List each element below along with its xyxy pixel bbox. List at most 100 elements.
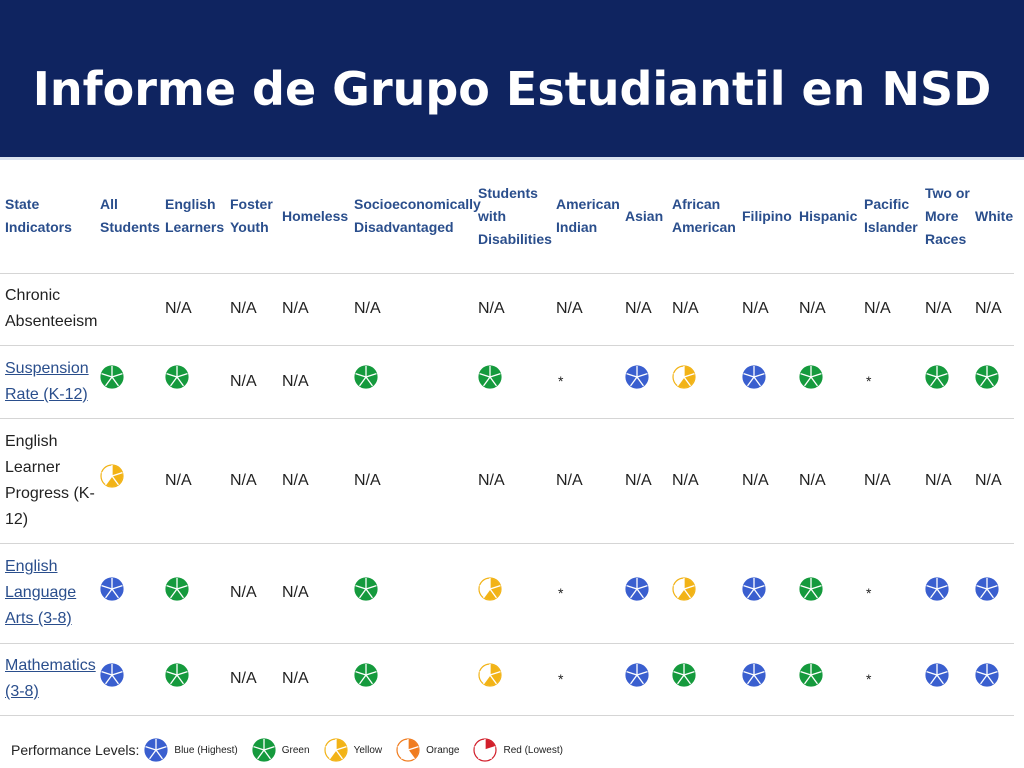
table-row: English Learner Progress (K-12) N/A N/A N/A…: [0, 418, 1014, 544]
table-cell: N/A: [277, 418, 349, 544]
blue-performance-icon: [100, 576, 124, 601]
green-performance-icon: [975, 365, 999, 389]
column-header: American Indian: [551, 160, 620, 274]
blue-performance-icon: [742, 576, 766, 601]
green-performance-icon: [799, 576, 823, 601]
na-value: N/A: [975, 300, 1002, 317]
green-performance-icon: [165, 576, 189, 601]
header-row: State Indicators All Students English Lear…: [0, 160, 1014, 274]
table-cell: N/A: [970, 418, 1014, 544]
table-cell: N/A: [794, 273, 859, 346]
table-cell: [95, 418, 160, 544]
indicator-link[interactable]: Suspension Rate (K-12): [5, 359, 89, 403]
table-cell: [970, 643, 1014, 716]
column-header: Foster Youth: [225, 160, 277, 274]
table-cell: N/A: [277, 273, 349, 346]
na-value: N/A: [742, 300, 769, 317]
table-cell: *: [551, 543, 620, 644]
blue-performance-icon: [625, 662, 649, 687]
column-header: Asian: [620, 160, 667, 274]
legend-item-label: Yellow: [353, 744, 383, 756]
column-header: Filipino: [737, 160, 794, 274]
green-performance-icon: [252, 738, 276, 762]
yellow-performance-icon: [478, 662, 502, 687]
legend-label: Performance Levels:: [11, 742, 140, 758]
row-label-cell: Chronic Absenteeism: [0, 273, 98, 346]
table-row: Suspension Rate (K-12) N/A N/A * *: [0, 345, 1014, 419]
blue-performance-icon: [742, 365, 766, 389]
na-value: N/A: [230, 670, 257, 687]
legend-item: Blue (Highest): [144, 738, 238, 762]
suppressed-marker: *: [866, 670, 872, 687]
green-performance-icon: [672, 662, 696, 687]
table-row: English Language Arts (3-8) N/A N/A * *: [0, 543, 1014, 644]
table-cell: N/A: [920, 273, 970, 346]
na-value: N/A: [354, 471, 381, 489]
table-cell: [794, 345, 859, 419]
blue-performance-icon: [925, 662, 949, 687]
table-cell: [620, 543, 667, 644]
legend-item: Red (Lowest): [473, 738, 563, 762]
table-cell: N/A: [737, 273, 794, 346]
orange-performance-icon: [396, 738, 420, 762]
blue-performance-icon: [100, 662, 124, 687]
table-cell: N/A: [551, 273, 620, 346]
table-cell: N/A: [349, 273, 473, 346]
table-cell: *: [859, 643, 920, 716]
indicator-link[interactable]: English Language Arts (3-8): [5, 558, 77, 627]
na-value: N/A: [282, 372, 309, 390]
table-cell: [160, 345, 225, 419]
indicator-label: English Learner Progress (K-12): [5, 432, 95, 528]
table-cell: *: [551, 345, 620, 419]
na-value: N/A: [282, 300, 309, 317]
table-cell: [620, 643, 667, 716]
table-cell: [473, 643, 551, 716]
blue-performance-icon: [925, 576, 949, 601]
title-bar: Informe de Grupo Estudiantil en NSD: [0, 0, 1024, 157]
na-value: N/A: [230, 372, 257, 390]
table-body: Chronic Absenteeism N/A N/A N/A N/A N/A N/A N/A…: [0, 273, 1014, 716]
suppressed-marker: *: [866, 584, 872, 601]
row-label-cell: English Language Arts (3-8): [0, 543, 95, 644]
na-value: N/A: [742, 471, 769, 489]
na-value: N/A: [556, 471, 583, 489]
column-header: All Students: [95, 160, 160, 274]
column-header: Socioeconomically Disadvantaged: [349, 160, 481, 274]
na-value: N/A: [478, 300, 505, 317]
table-cell: [95, 273, 160, 346]
table-cell: N/A: [667, 418, 737, 544]
yellow-performance-icon: [672, 365, 696, 389]
table-cell: [667, 543, 737, 644]
legend-item: Orange: [396, 738, 459, 762]
column-header: Pacific Islander: [859, 160, 920, 274]
na-value: N/A: [925, 300, 952, 317]
slide-title: Informe de Grupo Estudiantil en NSD: [32, 62, 992, 116]
suppressed-marker: *: [558, 373, 564, 389]
na-value: N/A: [925, 471, 952, 489]
table-cell: N/A: [970, 273, 1014, 346]
legend-item-label: Red (Lowest): [503, 744, 563, 756]
table-cell: N/A: [277, 345, 349, 419]
table-cell: [920, 543, 970, 644]
table-cell: [620, 345, 667, 419]
suppressed-marker: *: [866, 373, 872, 389]
student-group-table: State Indicators All Students English Lear…: [0, 160, 1014, 716]
row-label-cell: Mathematics (3-8): [0, 643, 96, 716]
table-cell: N/A: [225, 543, 277, 644]
indicator-link[interactable]: Mathematics (3-8): [5, 657, 96, 700]
table-cell: N/A: [225, 273, 277, 346]
red-performance-icon: [473, 738, 498, 762]
table-cell: *: [859, 345, 920, 419]
table-cell: N/A: [859, 273, 920, 346]
legend-items: Blue (Highest) Green Yellow Orange Red (Lowe…: [144, 738, 563, 762]
na-value: N/A: [799, 471, 826, 489]
table-cell: N/A: [349, 418, 473, 544]
blue-performance-icon: [144, 738, 169, 762]
blue-performance-icon: [975, 576, 999, 601]
na-value: N/A: [282, 670, 309, 687]
na-value: N/A: [165, 471, 192, 489]
table-cell: N/A: [225, 643, 277, 716]
table-cell: N/A: [225, 418, 277, 544]
yellow-performance-icon: [672, 576, 696, 601]
table-cell: N/A: [277, 543, 349, 644]
